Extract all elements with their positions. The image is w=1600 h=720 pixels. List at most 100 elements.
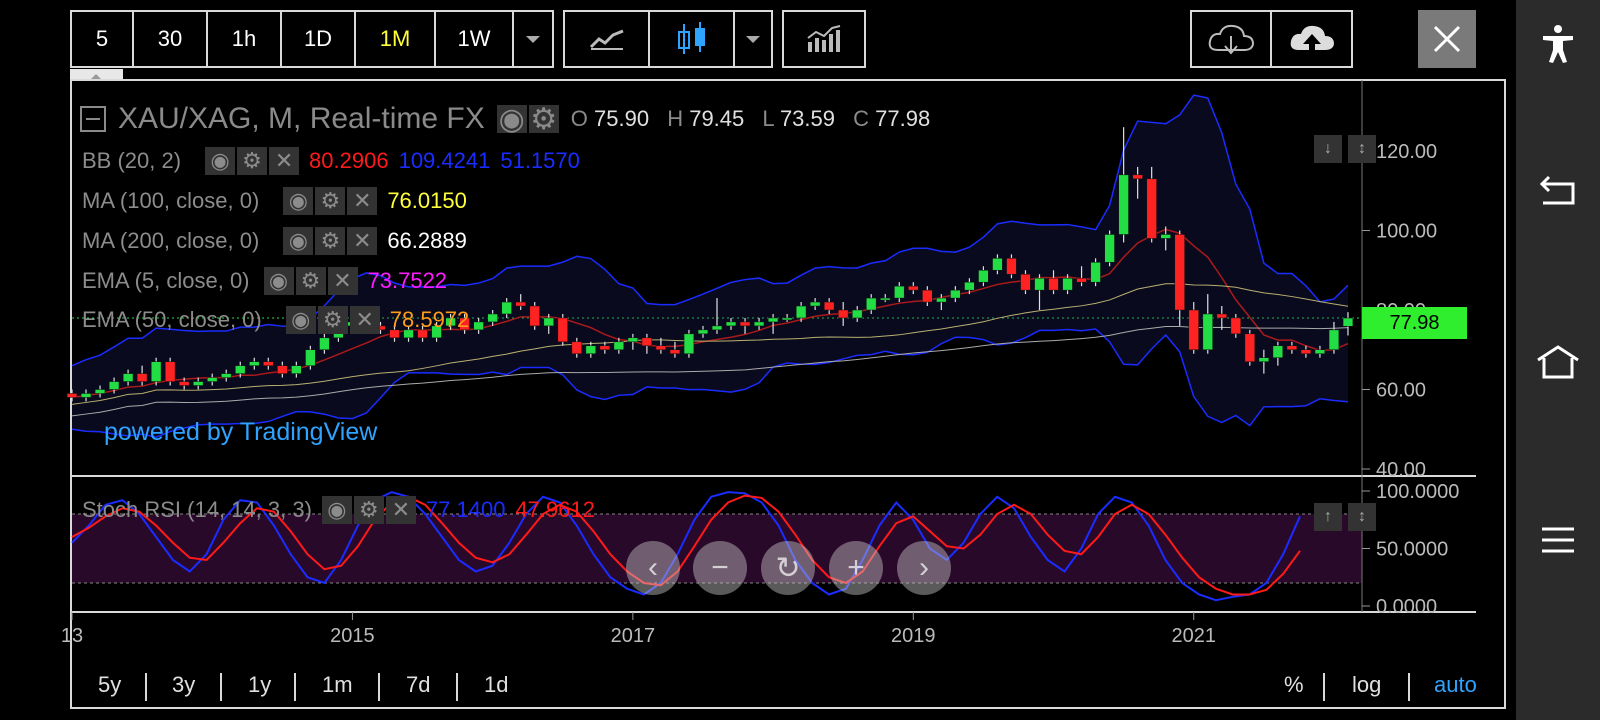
interval-dropdown-button[interactable] — [514, 12, 552, 66]
candle-body — [627, 337, 639, 343]
arrow-down-icon[interactable]: ↓ — [1314, 135, 1342, 163]
log-scale-button[interactable]: log — [1352, 672, 1382, 697]
zoom-out-button[interactable]: − — [693, 541, 747, 595]
candle-body — [838, 309, 849, 319]
arrows-vertical-icon[interactable]: ↕ — [1348, 503, 1376, 531]
interval-1h[interactable]: 1h — [208, 12, 282, 66]
indicators-button[interactable] — [784, 12, 864, 66]
x-tick-label: 2017 — [611, 625, 656, 647]
gear-icon[interactable]: ⚙ — [353, 496, 384, 524]
range-1y[interactable]: 1y — [248, 672, 272, 697]
eye-icon[interactable]: ◉ — [263, 267, 294, 295]
close-button[interactable] — [1418, 10, 1476, 68]
interval-1w[interactable]: 1W — [436, 12, 514, 66]
candle-body — [1090, 262, 1101, 283]
candle-body — [781, 317, 793, 321]
candlestick-chart-button[interactable] — [650, 12, 735, 66]
legend-stoch-rsi: Stoch RSI (14, 14, 3, 3) ◉ ⚙ ✕ 77.1400 47.… — [82, 496, 595, 524]
collapse-icon[interactable] — [80, 106, 106, 132]
reset-button[interactable]: ↻ — [761, 541, 815, 595]
arrow-up-icon[interactable]: ↑ — [1314, 503, 1342, 531]
chevron-down-icon — [526, 35, 540, 43]
close-icon[interactable]: ✕ — [349, 306, 380, 334]
candle-body — [1300, 349, 1312, 354]
gear-icon[interactable]: ⚙ — [315, 227, 346, 255]
candle-body — [319, 337, 330, 351]
candlestick-icon — [677, 22, 705, 54]
auto-scale-button[interactable]: auto — [1434, 672, 1477, 697]
gear-icon[interactable]: ⚙ — [528, 102, 559, 136]
eye-icon[interactable]: ◉ — [321, 496, 352, 524]
close-icon[interactable]: ✕ — [269, 147, 300, 175]
candle-body — [207, 377, 218, 382]
menu-button[interactable] — [1536, 518, 1580, 562]
stoch-rsi-pane — [71, 491, 1362, 602]
close-icon[interactable]: ✕ — [347, 187, 378, 215]
eye-icon[interactable]: ◉ — [496, 102, 527, 136]
candle-body — [866, 297, 877, 311]
range-3y[interactable]: 3y — [172, 672, 196, 697]
legend-ma100: MA (100, close, 0) ◉ ⚙ ✕ 76.0150 — [82, 187, 467, 215]
candle-body — [557, 317, 568, 343]
gear-icon[interactable]: ⚙ — [237, 147, 268, 175]
chart-type-dropdown-button[interactable] — [735, 12, 771, 66]
arrows-vertical-icon[interactable]: ↕ — [1348, 135, 1376, 163]
range-1m[interactable]: 1m — [322, 672, 353, 697]
interval-1m[interactable]: 1M — [356, 12, 436, 66]
chart-title-row: XAU/XAG, M, Real-time FX ◉ ⚙ O 75.90 H 79… — [80, 102, 942, 136]
line-chart-button[interactable] — [565, 12, 650, 66]
divider — [220, 673, 222, 701]
gear-icon[interactable]: ⚙ — [317, 306, 348, 334]
home-button[interactable] — [1536, 340, 1580, 384]
candle-body — [880, 297, 891, 301]
x-tick-label: 2021 — [1171, 625, 1216, 647]
bb-lower-line — [71, 328, 1349, 439]
candle-body — [389, 329, 400, 339]
divider — [456, 673, 458, 701]
candle-body — [150, 361, 162, 382]
gear-icon[interactable]: ⚙ — [315, 187, 346, 215]
candle-body — [1188, 309, 1199, 350]
range-1d[interactable]: 1d — [484, 672, 509, 697]
candle-body — [599, 345, 610, 350]
candle-body — [249, 361, 260, 366]
y-tick-label: 40.00 — [1376, 459, 1426, 481]
back-button[interactable] — [1536, 168, 1580, 212]
close-icon[interactable]: ✕ — [385, 496, 416, 524]
percent-scale-button[interactable]: % — [1284, 672, 1304, 697]
candle-body — [852, 309, 863, 319]
panel-scroll-handle[interactable] — [70, 69, 123, 80]
candle-body — [164, 361, 176, 382]
legend-ema5: EMA (5, close, 0) ◉ ⚙ ✕ 73.7522 — [82, 267, 448, 295]
eye-icon[interactable]: ◉ — [285, 306, 316, 334]
eye-icon[interactable]: ◉ — [283, 227, 314, 255]
x-tick-label: 2015 — [330, 625, 375, 647]
cloud-download-button[interactable] — [1192, 12, 1272, 66]
candle-body — [1174, 234, 1185, 311]
candle-body — [753, 321, 765, 327]
indicators-group — [782, 10, 866, 68]
candle-body — [473, 321, 484, 331]
scroll-left-button[interactable]: ‹ — [626, 541, 680, 595]
line-chart-icon — [589, 29, 624, 50]
accessibility-button[interactable] — [1536, 22, 1580, 66]
zoom-in-button[interactable]: + — [829, 541, 883, 595]
scroll-right-button[interactable]: › — [897, 541, 951, 595]
candle-body — [725, 321, 737, 327]
eye-icon[interactable]: ◉ — [283, 187, 314, 215]
close-icon[interactable]: ✕ — [327, 267, 358, 295]
interval-5[interactable]: 5 — [72, 12, 134, 66]
range-5y[interactable]: 5y — [98, 672, 122, 697]
candle-body — [585, 345, 596, 354]
cloud-upload-button[interactable] — [1272, 12, 1351, 66]
candle-body — [978, 270, 989, 283]
range-7d[interactable]: 7d — [406, 672, 431, 697]
interval-1d[interactable]: 1D — [282, 12, 356, 66]
eye-icon[interactable]: ◉ — [205, 147, 236, 175]
symbol-title: XAU/XAG, M, Real-time FX — [118, 102, 485, 135]
close-icon[interactable]: ✕ — [347, 227, 378, 255]
interval-30[interactable]: 30 — [134, 12, 208, 66]
gear-icon[interactable]: ⚙ — [295, 267, 326, 295]
divider — [1323, 673, 1325, 701]
divider — [294, 673, 296, 701]
